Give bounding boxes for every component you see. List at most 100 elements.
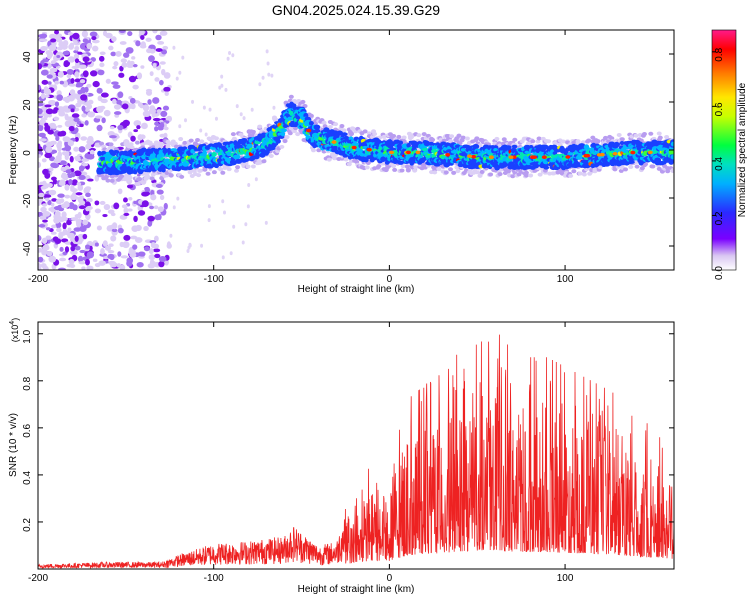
spectrogram-speckle: [155, 48, 163, 52]
spectrogram-speckle: [62, 96, 70, 102]
spectrogram-speckle: [66, 68, 74, 75]
spectrogram-speckle: [107, 250, 115, 254]
spectrogram-speckle: [134, 181, 141, 187]
spectrogram-speckle: [81, 162, 89, 167]
spectrogram-speckle: [47, 81, 52, 85]
spectrogram-halo: [333, 122, 339, 127]
spectrogram-halo: [595, 139, 601, 144]
spectrogram-speckle: [66, 263, 75, 268]
spectrogram-speckle: [258, 82, 262, 87]
spectrogram-speckle: [117, 124, 124, 131]
spectrogram-halo: [178, 137, 184, 142]
spectrogram-speckle: [220, 83, 224, 88]
spectrogram-speckle: [140, 41, 147, 49]
spectrogram-speckle: [48, 122, 57, 129]
spectrogram-speckle: [68, 202, 75, 210]
spectrogram-speckle: [65, 169, 72, 174]
spectrogram-speckle: [157, 40, 165, 45]
colorbar-label: Normalized spectral amplitude: [737, 82, 748, 217]
spectrogram-core: [670, 158, 674, 164]
spectrogram-speckle: [127, 208, 133, 212]
spectrogram-speckle: [162, 45, 169, 50]
spectrogram-core: [275, 138, 281, 144]
spectrogram-peak: [508, 155, 514, 159]
spectrogram-core: [511, 144, 518, 149]
spectrogram-halo: [628, 164, 634, 169]
spectrogram-speckle: [143, 226, 149, 232]
spectrogram-speckle: [132, 84, 139, 90]
spectrogram-speckle: [68, 179, 73, 186]
spectrogram-speckle: [169, 233, 173, 238]
snr-x-tick-label: 100: [557, 573, 574, 584]
spectrogram-core: [280, 128, 287, 133]
spectrogram-speckle: [129, 97, 136, 104]
spectrogram-speckle: [63, 61, 70, 68]
spectrogram-speckle: [75, 192, 83, 196]
spectrogram-halo: [648, 131, 654, 136]
spectrogram-speckle: [113, 61, 119, 67]
spectrogram-speckle: [152, 62, 157, 69]
spectrogram-halo: [392, 167, 398, 172]
spectrogram-halo: [443, 170, 449, 175]
spectrogram-halo: [250, 164, 256, 169]
spectrogram-speckle: [99, 105, 106, 110]
spectrogram-halo: [650, 164, 656, 169]
spectrogram-speckle: [80, 136, 88, 141]
spectrogram-speckle: [119, 41, 127, 45]
spectrogram-halo: [188, 138, 194, 143]
spectrogram-y-tick-label: -40: [22, 241, 33, 256]
spectrogram-speckle: [117, 227, 124, 234]
spectrogram-speckle: [117, 91, 124, 99]
spectrogram-speckle: [147, 99, 152, 105]
spectrogram-speckle: [61, 211, 67, 219]
spectrogram-speckle: [38, 234, 42, 242]
spectrogram-speckle: [41, 203, 47, 207]
spectrogram-halo: [474, 136, 480, 141]
spectrogram-speckle: [61, 238, 69, 243]
spectrogram-halo: [288, 126, 294, 131]
spectrogram-speckle: [126, 259, 133, 267]
spectrogram-speckle: [40, 263, 47, 269]
spectrogram-speckle: [38, 38, 44, 42]
spectrogram-speckle: [156, 109, 162, 114]
spectrogram-halo: [182, 140, 188, 145]
spectrogram-core: [518, 154, 524, 159]
spectrogram-speckle: [38, 256, 44, 263]
spectrogram-speckle: [244, 222, 248, 227]
spectrogram-peak: [389, 150, 395, 155]
spectrogram-speckle: [56, 142, 62, 149]
spectrogram-speckle: [40, 93, 46, 99]
spectrogram-speckle: [121, 62, 128, 68]
spectrogram-speckle: [45, 197, 50, 202]
spectrogram-speckle: [39, 138, 47, 142]
spectrogram-halo: [153, 140, 159, 145]
spectrogram-speckle: [79, 225, 87, 233]
spectrogram-speckle: [148, 55, 155, 63]
spectrogram-halo: [560, 139, 566, 144]
spectrogram-halo: [451, 170, 457, 175]
spectrogram-halo: [196, 173, 202, 178]
spectrogram-halo: [322, 124, 328, 129]
spectrogram-halo: [634, 164, 640, 169]
spectrogram-halo: [656, 166, 662, 171]
spectrogram-core: [331, 145, 339, 151]
spectrogram-speckle: [44, 104, 52, 108]
spectrogram-speckle: [199, 128, 203, 133]
spectrogram-speckle: [132, 244, 138, 250]
snr-x-tick-label: -100: [204, 573, 224, 584]
snr-x-ticks: -200 -100 0 100: [28, 322, 574, 584]
spectrogram-speckle: [129, 60, 135, 66]
spectrogram-speckle: [45, 227, 51, 231]
spectrogram-speckle: [154, 253, 161, 259]
spectrogram-halo: [581, 172, 587, 177]
spectrogram-speckle: [140, 34, 145, 40]
spectrogram-speckle: [44, 89, 52, 95]
spectrogram-speckle: [42, 211, 51, 217]
spectrogram-speckle: [85, 143, 92, 150]
spectrogram-halo: [293, 126, 299, 131]
spectrogram-speckle: [102, 213, 108, 218]
spectrogram-speckle: [163, 72, 171, 79]
spectrogram-halo: [295, 132, 301, 137]
spectrogram-speckle: [39, 119, 47, 126]
